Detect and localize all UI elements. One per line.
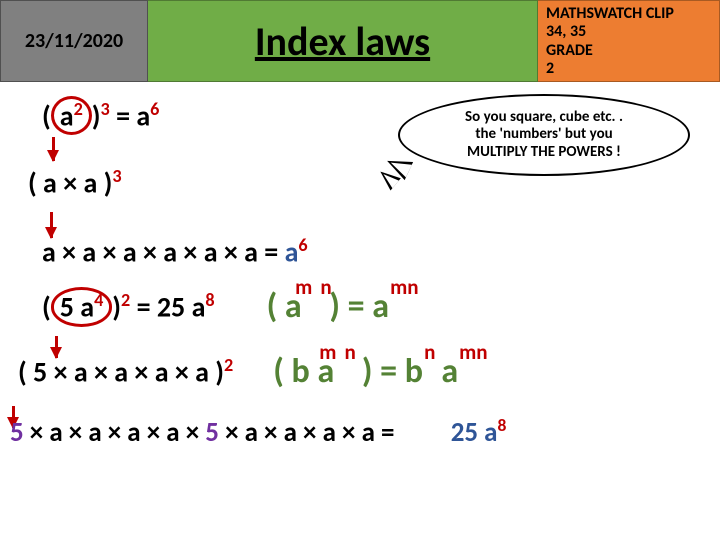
eq-5xa4-squared: ( 5 × a × a × a × a )2	[18, 354, 233, 389]
exponent: 6	[298, 234, 307, 256]
paren: (	[42, 98, 51, 133]
chain: × a × a × a × a ×	[24, 416, 206, 449]
exp-n: n	[320, 274, 331, 300]
exponent: 2	[74, 98, 83, 120]
a-chain: a × a × a × a × a × a =	[42, 235, 285, 270]
exp-n2: n	[424, 339, 435, 365]
exponent: 8	[205, 289, 214, 311]
eq-expanded-a6: a × a × a × a × a × a = a6	[42, 234, 708, 269]
date-box: 23/11/2020	[0, 0, 148, 82]
equals-a: = a	[110, 98, 150, 133]
clip-box: MATHSWATCH CLIP 34, 35 GRADE 2	[538, 0, 720, 82]
exponent: 8	[498, 414, 507, 436]
slide-content: ( a2 )3 = a6 ( a × a )3 a × a × a × a × …	[0, 82, 720, 540]
axa: ( a × a )	[28, 165, 112, 200]
exponent: 3	[101, 98, 110, 120]
exp-m: m	[319, 339, 336, 365]
term-a2: a	[60, 98, 74, 133]
eq-5a4-squared: ( 5 a4 )2 = 25 a8	[42, 287, 215, 326]
paren: )	[112, 290, 121, 325]
rule-eq: = b	[373, 351, 424, 392]
exp-mn: mn	[459, 339, 487, 365]
eq-axa-cubed: ( a × a )3	[28, 165, 708, 200]
date-text: 23/11/2020	[25, 29, 123, 53]
exponent: 2	[224, 354, 233, 376]
equals-25a: = 25 a	[130, 290, 205, 325]
exponent: 6	[150, 98, 159, 120]
paren: )	[92, 98, 101, 133]
term-5a4: 5 a	[60, 290, 94, 325]
exponent: 4	[94, 289, 103, 311]
rule-a: a	[441, 351, 458, 392]
slide-header: 23/11/2020 Index laws MATHSWATCH CLIP 34…	[0, 0, 720, 82]
title-box: Index laws	[148, 0, 538, 82]
rule-eq: = a	[340, 286, 389, 327]
clip-line1: MATHSWATCH CLIP	[546, 5, 711, 23]
rule-bam-n: ( b am m)n = bn namnmn	[273, 351, 504, 392]
row-expanded-5a: ( 5 × a × a × a × a )2 ( b am m)n = bn n…	[18, 349, 708, 392]
chain: × a × a × a × a =	[219, 416, 395, 449]
clip-line2: 34, 35	[546, 23, 711, 41]
five: 5	[10, 416, 24, 449]
factor-chain: ( 5 × a × a × a × a )	[18, 355, 224, 390]
title-text: Index laws	[255, 17, 430, 66]
exp-m: m	[295, 274, 312, 300]
arrow-down-icon	[52, 137, 55, 161]
exp-n: n	[344, 339, 355, 365]
result-25a: 25 a	[451, 416, 498, 449]
row-5a4: ( 5 a4 )2 = 25 a8 ( am m)n = amnmn	[18, 284, 708, 327]
five: 5	[205, 416, 219, 449]
rule-am-n: ( am m)n = amnmn	[267, 286, 435, 327]
rule-close: )	[362, 351, 373, 392]
exp-mn: mn	[390, 274, 418, 300]
eq-final-expansion: 5 × a × a × a × a × 5 × a × a × a × a = …	[10, 414, 708, 449]
eq-a2-cubed: ( a2 )3 = a6	[42, 96, 708, 135]
exponent: 2	[121, 289, 130, 311]
paren: (	[42, 290, 51, 325]
clip-line3: GRADE	[546, 42, 711, 60]
clip-line4: 2	[546, 60, 711, 78]
result-a: a	[285, 235, 299, 270]
exponent: 3	[112, 165, 121, 187]
